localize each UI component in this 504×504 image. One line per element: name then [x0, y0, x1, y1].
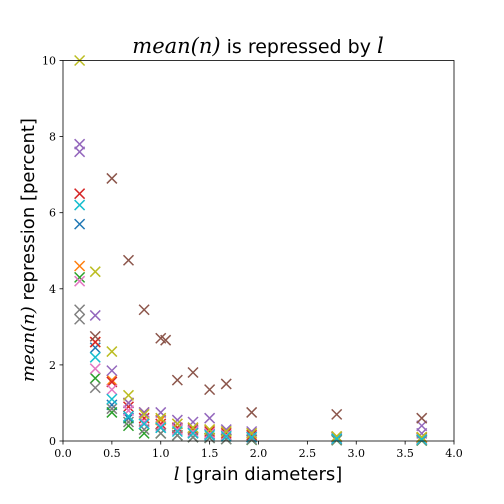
chart-title: mean(n) is repressed by l [132, 34, 383, 58]
data-point [75, 189, 85, 199]
data-point [247, 407, 257, 417]
data-point [90, 352, 100, 362]
data-point [156, 428, 166, 438]
series-8 [75, 56, 427, 443]
data-point [107, 347, 117, 357]
data-point [188, 417, 198, 427]
y-tick-label: 10 [42, 55, 56, 68]
data-point [221, 379, 231, 389]
data-point [417, 434, 427, 444]
data-point [172, 425, 182, 435]
data-point [90, 331, 100, 341]
data-point [123, 390, 133, 400]
data-point [205, 385, 215, 395]
x-axis-ticks: 0.0 0.5 1.0 1.5 2.0 2.5 3.0 3.5 4.0 [54, 441, 463, 460]
data-point [188, 368, 198, 378]
data-point [123, 411, 133, 421]
x-tick-label: 3.0 [348, 447, 366, 460]
data-point [90, 373, 100, 383]
data-point [75, 147, 85, 157]
data-point [123, 255, 133, 265]
data-point [90, 310, 100, 320]
data-point [75, 200, 85, 210]
data-point [90, 343, 100, 353]
y-tick-label: 2 [49, 359, 56, 372]
data-point [107, 394, 117, 404]
data-point [332, 409, 342, 419]
x-axis-label: l [grain diameters] [174, 464, 343, 485]
data-point [75, 219, 85, 229]
data-point [332, 434, 342, 444]
data-point [90, 383, 100, 393]
data-point [90, 267, 100, 277]
x-tick-label: 2.0 [250, 447, 268, 460]
y-tick-label: 0 [49, 435, 56, 448]
x-tick-label: 1.0 [152, 447, 170, 460]
data-point [90, 364, 100, 374]
ylabel-text: repression [percent] [18, 118, 39, 306]
x-tick-label: 1.5 [201, 447, 219, 460]
data-point [75, 305, 85, 315]
title-math: mean(n) [132, 34, 220, 58]
data-point [107, 366, 117, 376]
x-tick-label: 4.0 [445, 447, 463, 460]
data-markers [75, 56, 427, 446]
data-point [107, 173, 117, 183]
data-point [172, 375, 182, 385]
y-tick-label: 6 [49, 207, 56, 220]
y-tick-label: 8 [49, 131, 56, 144]
data-point [205, 413, 215, 423]
data-point [139, 305, 149, 315]
data-point [107, 375, 117, 385]
data-point [139, 419, 149, 429]
plot-frame [63, 61, 454, 442]
ylabel-math: mean(n) [18, 306, 39, 382]
x-tick-label: 3.5 [396, 447, 414, 460]
data-point [139, 407, 149, 417]
series-5 [90, 173, 426, 423]
data-point [156, 413, 166, 423]
y-tick-label: 4 [49, 283, 56, 296]
y-axis-label: mean(n) repression [percent] [18, 118, 39, 382]
xlabel-text: [grain diameters] [180, 464, 343, 485]
title-text: is repressed by [221, 36, 377, 58]
data-point [156, 407, 166, 417]
x-tick-label: 0.0 [54, 447, 72, 460]
y-axis-ticks: 0 2 4 6 8 10 [42, 55, 63, 449]
data-point [75, 314, 85, 324]
x-tick-label: 0.5 [103, 447, 121, 460]
data-point [75, 261, 85, 271]
title-var: l [377, 34, 384, 58]
data-point [417, 413, 427, 423]
x-tick-label: 2.5 [299, 447, 317, 460]
data-point [107, 385, 117, 395]
data-point [90, 337, 100, 347]
